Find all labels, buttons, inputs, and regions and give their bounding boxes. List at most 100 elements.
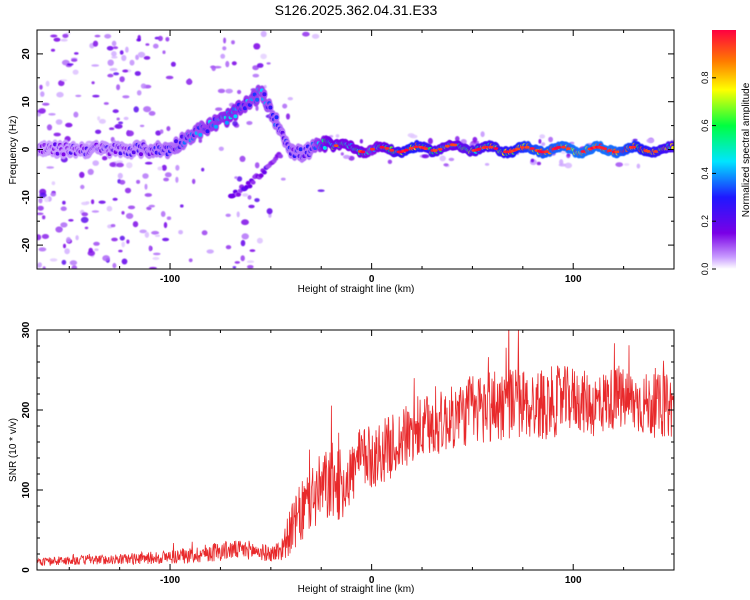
noise-blob bbox=[109, 127, 115, 130]
noise-blob bbox=[112, 197, 118, 201]
noise-blob bbox=[427, 137, 433, 145]
noise-blob bbox=[140, 83, 147, 89]
noise-blob bbox=[87, 250, 96, 256]
noise-blob bbox=[58, 80, 65, 87]
ridge-mark bbox=[224, 120, 229, 125]
noise-blob bbox=[266, 62, 271, 65]
noise-blob bbox=[107, 73, 114, 78]
noise-blob bbox=[121, 211, 125, 215]
noise-blob bbox=[81, 212, 89, 217]
noise-blob bbox=[122, 95, 130, 99]
noise-blob bbox=[143, 106, 152, 113]
noise-blob bbox=[98, 118, 106, 124]
noise-blob bbox=[113, 72, 120, 76]
noise-blob bbox=[126, 239, 130, 244]
noise-blob bbox=[201, 230, 208, 236]
noise-blob bbox=[247, 195, 252, 200]
ridge-peak bbox=[370, 147, 375, 151]
noise-blob bbox=[539, 134, 546, 139]
colorbar-tick-label: 0.4 bbox=[700, 167, 710, 180]
noise-blob bbox=[116, 117, 120, 121]
noise-blob bbox=[175, 176, 179, 183]
noise-blob bbox=[106, 205, 113, 212]
noise-blob bbox=[241, 233, 249, 240]
noise-blob bbox=[125, 213, 134, 219]
noise-blob bbox=[39, 84, 43, 90]
noise-blob bbox=[111, 51, 117, 57]
noise-blob bbox=[64, 248, 70, 255]
noise-blob bbox=[144, 183, 148, 190]
colorbar-label: Normalized spectral amplitude bbox=[741, 82, 750, 217]
noise-blob bbox=[480, 131, 485, 138]
noise-blob bbox=[42, 215, 46, 220]
noise-blob bbox=[302, 31, 310, 37]
noise-blob bbox=[110, 224, 116, 228]
noise-blob bbox=[472, 136, 478, 143]
ridge-peak bbox=[515, 147, 520, 151]
noise-blob bbox=[218, 146, 224, 151]
ridge-peak bbox=[524, 145, 530, 149]
ridge-peak bbox=[476, 147, 482, 151]
noise-blob bbox=[256, 63, 264, 68]
noise-blob bbox=[187, 78, 192, 85]
x-tick-label: 100 bbox=[565, 274, 582, 285]
noise-blob bbox=[66, 237, 71, 243]
noise-blob bbox=[266, 208, 273, 215]
y-tick-label: 0 bbox=[21, 567, 32, 573]
noise-blob bbox=[246, 260, 255, 264]
noise-blob bbox=[340, 152, 344, 156]
noise-blob bbox=[91, 199, 95, 205]
ridge-peak bbox=[520, 146, 525, 149]
ridge-mark bbox=[174, 139, 179, 144]
noise-blob bbox=[175, 164, 180, 171]
noise-blob bbox=[119, 76, 125, 83]
noise-blob bbox=[75, 94, 82, 98]
noise-blob bbox=[159, 129, 164, 134]
noise-blob bbox=[126, 162, 133, 169]
noise-blob bbox=[225, 245, 232, 250]
noise-blob bbox=[163, 222, 168, 229]
noise-blob bbox=[153, 43, 159, 49]
noise-blob bbox=[87, 168, 94, 175]
noise-blob bbox=[538, 139, 542, 144]
ridge-mark bbox=[255, 97, 260, 102]
ridge-mark bbox=[298, 147, 303, 152]
noise-blob bbox=[236, 176, 243, 182]
noise-blob bbox=[92, 40, 99, 47]
ridge-peak bbox=[452, 143, 458, 147]
noise-blob bbox=[38, 197, 43, 204]
noise-blob bbox=[548, 136, 553, 143]
ridge-peak bbox=[360, 150, 366, 154]
ridge-mark bbox=[243, 106, 247, 111]
noise-blob bbox=[75, 235, 79, 241]
ridge-peak bbox=[333, 144, 339, 148]
spectrogram-ylabel: Frequency (Hz) bbox=[8, 116, 19, 185]
colorbar-tick-label: 0.8 bbox=[700, 72, 710, 85]
noise-blob bbox=[165, 75, 174, 80]
snr-plot-area bbox=[37, 330, 674, 566]
ridge-peak bbox=[384, 147, 390, 150]
noise-blob bbox=[220, 53, 226, 59]
ridge-peak bbox=[556, 146, 562, 149]
noise-blob bbox=[80, 184, 85, 190]
noise-blob bbox=[143, 56, 151, 60]
noise-blob bbox=[151, 230, 160, 235]
noise-blob bbox=[287, 97, 293, 101]
noise-blob bbox=[160, 211, 166, 217]
noise-blob bbox=[615, 162, 623, 168]
noise-blob bbox=[144, 193, 152, 197]
noise-blob bbox=[65, 122, 73, 128]
colorbar: 0.0 0.2 0.4 0.6 0.8 Normalized spectral ampl… bbox=[700, 30, 750, 275]
noise-blob bbox=[359, 139, 363, 144]
ridge-mark bbox=[262, 92, 267, 97]
noise-blob bbox=[286, 113, 290, 120]
noise-blob bbox=[91, 210, 100, 213]
noise-blob bbox=[530, 158, 535, 163]
ridge-peak bbox=[413, 145, 419, 149]
noise-blob bbox=[237, 89, 242, 95]
noise-blob bbox=[448, 157, 455, 162]
noise-blob bbox=[217, 88, 226, 94]
chart-title: S126.2025.362.04.31.E33 bbox=[275, 2, 438, 18]
noise-blob bbox=[139, 124, 145, 128]
